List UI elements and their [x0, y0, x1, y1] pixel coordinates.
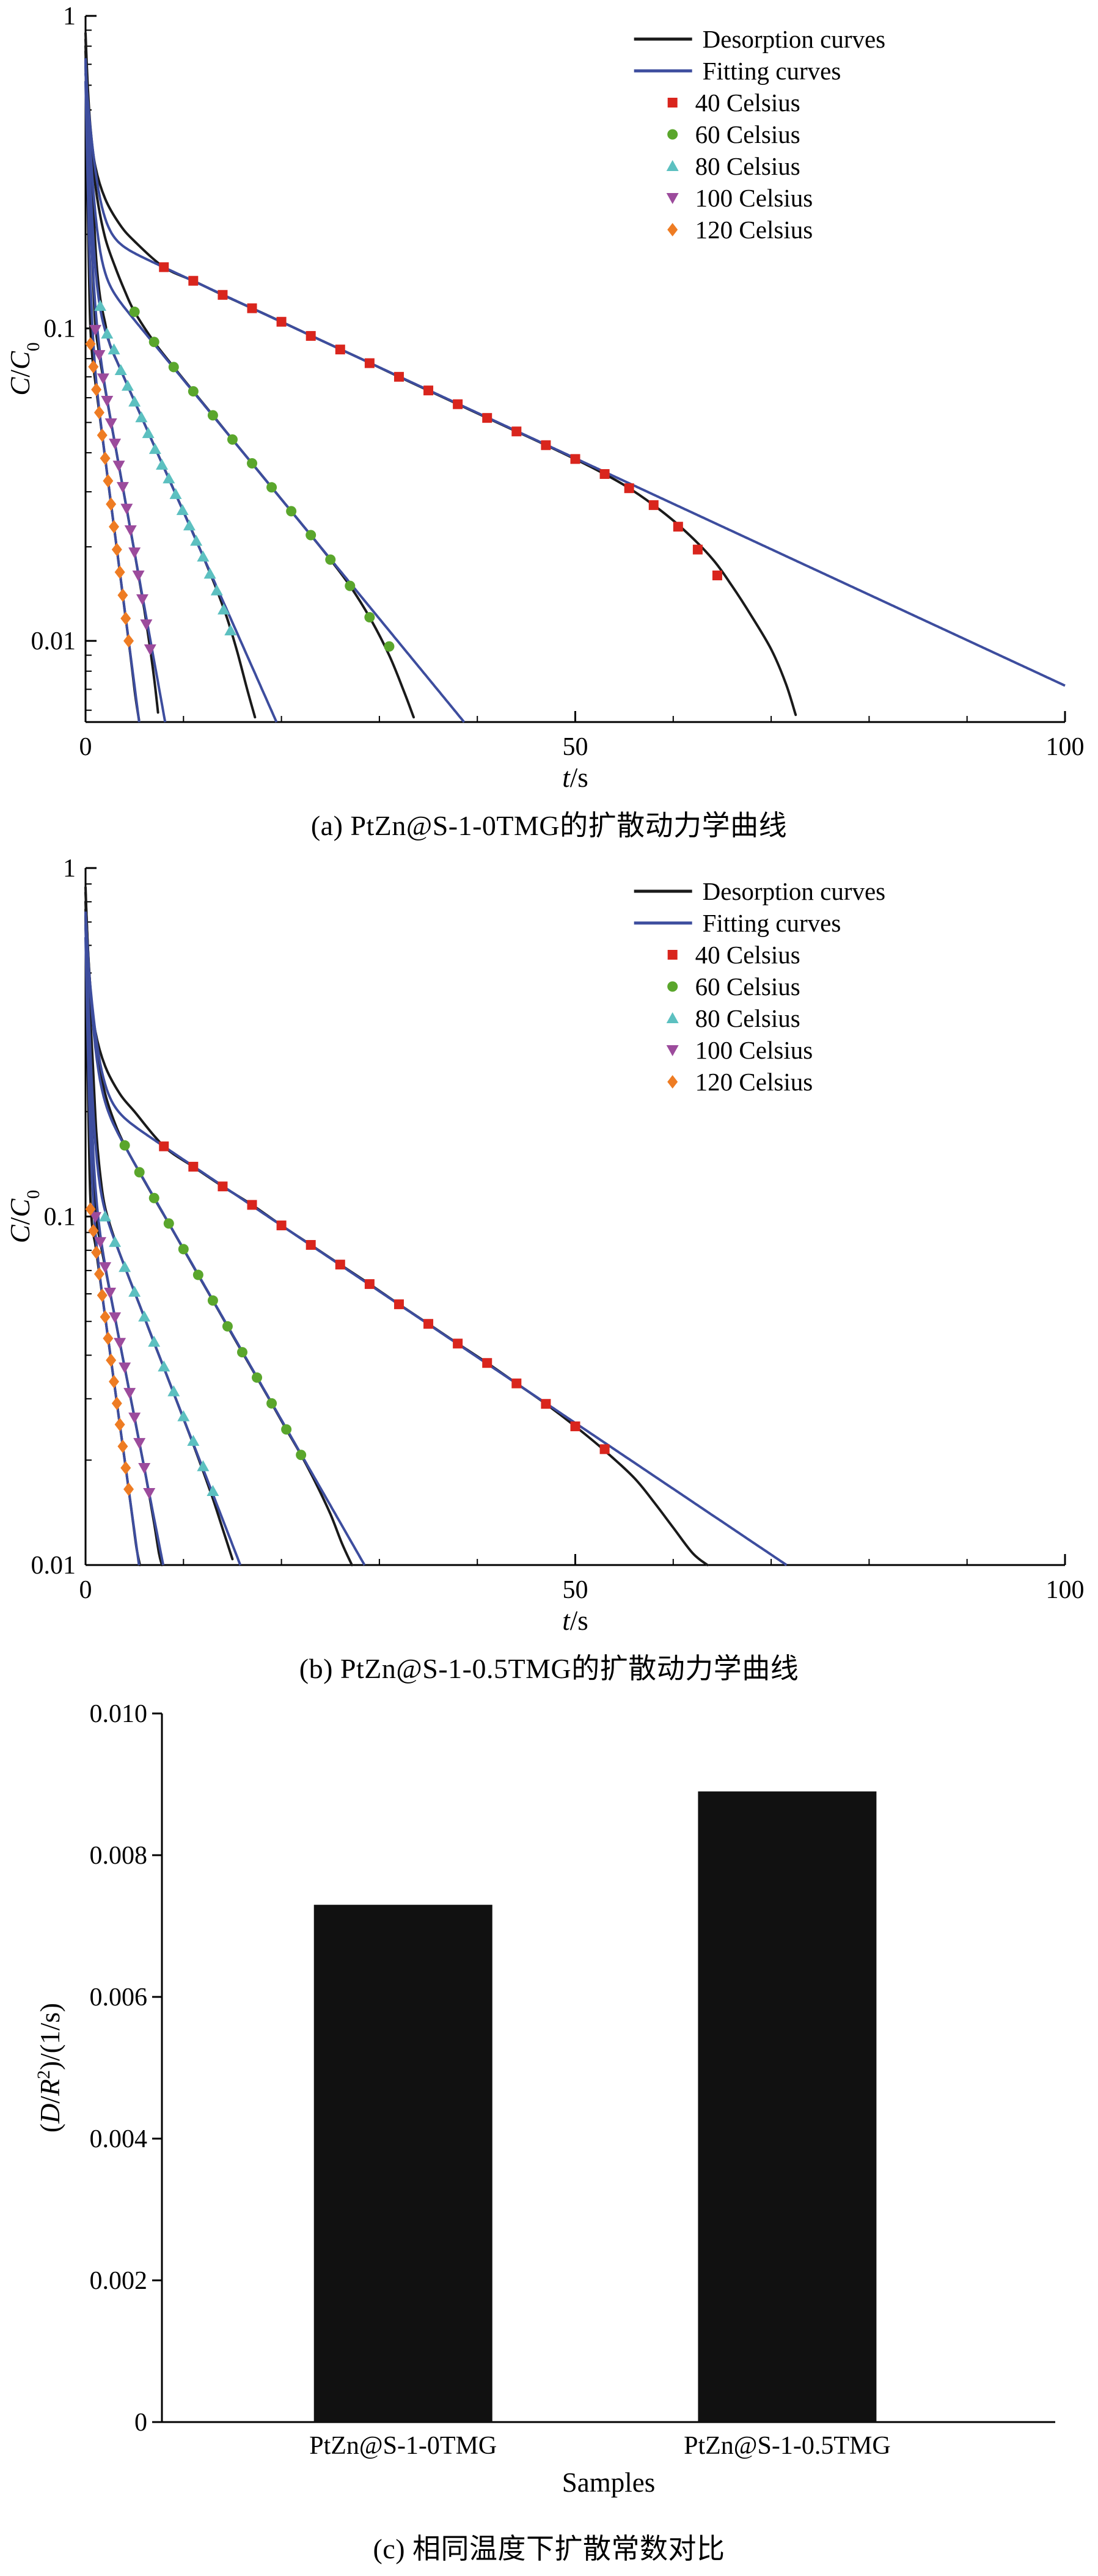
series-80-celsius-fitting-curve: [84, 913, 242, 1566]
diffusion-constant-bar-chart: 0 0.002 0.004 0.006 0.008 0.010 (D/R2)/(1/s) Pt…: [0, 1695, 1098, 2517]
series-80-celsius-fitting-curve: [84, 58, 278, 723]
desorption-curves: [84, 32, 797, 721]
y-axis-label: C/C0: [5, 342, 43, 395]
svg-text:Fitting curves: Fitting curves: [703, 57, 841, 85]
series-80-celsius-desorption-curve: [84, 900, 234, 1561]
caption-c: (c) 相同温度下扩散常数对比: [373, 2533, 725, 2564]
svg-text:0.002: 0.002: [90, 2267, 148, 2295]
svg-text:120 Celsius: 120 Celsius: [695, 216, 813, 244]
svg-text:0.010: 0.010: [90, 1700, 148, 1728]
series-40-celsius-fitting-curve: [84, 927, 788, 1566]
caption-b: (b) PtZn@S-1-0.5TMG的扩散动力学曲线: [299, 1652, 799, 1684]
data-markers: [85, 262, 722, 655]
series-100-celsius-markers: [89, 1212, 156, 1500]
svg-text:80 Celsius: 80 Celsius: [695, 152, 800, 180]
bars: [313, 1791, 877, 2422]
x-axis-label: t/s: [562, 762, 588, 793]
legend: Desorption curves Fitting curves 40 Celsiu…: [634, 25, 885, 244]
svg-text:0: 0: [79, 1576, 92, 1604]
series-40-celsius-desorption-curve: [84, 886, 709, 1566]
svg-text:0.1: 0.1: [44, 315, 76, 343]
svg-text:0.1: 0.1: [44, 1203, 76, 1231]
diffusion-kinetics-chart-b: 0 50 100 1 0.1 0.01 t/s C/C0 Desorption curves Fi…: [0, 852, 1098, 1637]
y-axis-label: (D/R2)/(1/s): [34, 2003, 65, 2133]
svg-text:50: 50: [563, 1576, 588, 1604]
series-60-celsius-markers: [119, 1140, 307, 1461]
svg-text:PtZn@S-1-0TMG: PtZn@S-1-0TMG: [309, 2432, 497, 2460]
series-100-celsius-markers: [89, 324, 156, 655]
svg-text:40 Celsius: 40 Celsius: [695, 941, 800, 969]
fitting-curves: [84, 58, 1066, 723]
series-80-celsius-markers: [99, 1210, 219, 1496]
svg-text:100 Celsius: 100 Celsius: [695, 184, 813, 212]
svg-text:Desorption curves: Desorption curves: [703, 877, 885, 905]
y-axis-label: C/C0: [5, 1190, 43, 1243]
svg-text:0.01: 0.01: [31, 1552, 76, 1580]
series-40-celsius-fitting-curve: [84, 73, 1066, 687]
series-120-celsius-markers: [85, 1202, 134, 1496]
fitting-curves: [84, 911, 788, 1566]
x-axis-ticks: 0 50 100: [79, 1554, 1085, 1604]
desorption-curves: [84, 886, 709, 1566]
svg-text:50: 50: [563, 733, 588, 761]
series-60-celsius-markers: [129, 306, 395, 652]
y-axis-ticks: 0 0.002 0.004 0.006 0.008 0.010: [90, 1700, 162, 2437]
svg-text:60 Celsius: 60 Celsius: [695, 972, 800, 1001]
svg-text:Desorption curves: Desorption curves: [703, 25, 885, 53]
svg-text:100: 100: [1046, 733, 1085, 761]
x-axis-ticks: 0 50 100: [79, 711, 1085, 761]
axes: [84, 868, 1065, 1566]
bar-ptzn-s-1-0-5tmg: [698, 1791, 877, 2422]
x-axis-label: Samples: [562, 2467, 656, 2498]
series-60-celsius-desorption-curve: [84, 38, 415, 719]
svg-text:Fitting curves: Fitting curves: [703, 909, 841, 937]
svg-text:0.01: 0.01: [31, 627, 76, 655]
caption-a: (a) PtZn@S-1-0TMG的扩散动力学曲线: [310, 809, 788, 841]
svg-text:1: 1: [63, 855, 76, 883]
axes: [161, 1713, 1055, 2423]
svg-text:40 Celsius: 40 Celsius: [695, 89, 800, 117]
series-40-celsius-markers: [159, 262, 722, 580]
svg-text:1: 1: [63, 2, 76, 31]
category-labels: PtZn@S-1-0TMG PtZn@S-1-0.5TMG: [309, 2432, 890, 2460]
svg-text:60 Celsius: 60 Celsius: [695, 120, 800, 148]
series-40-celsius-markers: [159, 1141, 610, 1454]
series-40-celsius-desorption-curve: [84, 32, 797, 717]
svg-text:100: 100: [1046, 1576, 1085, 1604]
panel-c: 0 0.002 0.004 0.006 0.008 0.010 (D/R2)/(1/s) Pt…: [0, 1695, 1098, 2576]
x-axis-label: t/s: [562, 1605, 588, 1636]
series-120-celsius-markers: [85, 337, 134, 648]
y-axis-ticks: 1 0.1 0.01: [31, 855, 97, 1580]
svg-text:120 Celsius: 120 Celsius: [695, 1068, 813, 1096]
series-80-celsius-markers: [94, 299, 237, 636]
svg-text:PtZn@S-1-0.5TMG: PtZn@S-1-0.5TMG: [684, 2432, 891, 2460]
legend: Desorption curves Fitting curves 40 Celsiu…: [634, 877, 885, 1096]
bar-ptzn-s-1-0tmg: [313, 1905, 492, 2422]
panel-a: 0 50 100 1 0.1 0.01 t/s C/C0 Desorption curves Fi…: [0, 0, 1098, 852]
svg-text:0.006: 0.006: [90, 1983, 148, 2012]
svg-text:0: 0: [79, 733, 92, 761]
series-120-celsius-fitting-curve: [84, 81, 141, 723]
panel-b: 0 50 100 1 0.1 0.01 t/s C/C0 Desorption curves Fi…: [0, 852, 1098, 1695]
svg-text:0: 0: [134, 2409, 147, 2437]
svg-text:0.004: 0.004: [90, 2125, 148, 2153]
diffusion-kinetics-chart-a: 0 50 100 1 0.1 0.01 t/s C/C0 Desorption curves Fi…: [0, 0, 1098, 794]
svg-text:0.008: 0.008: [90, 1842, 148, 1870]
svg-text:100 Celsius: 100 Celsius: [695, 1036, 813, 1064]
data-markers: [85, 1140, 610, 1500]
svg-text:80 Celsius: 80 Celsius: [695, 1004, 800, 1032]
series-60-celsius-fitting-curve: [84, 911, 366, 1566]
